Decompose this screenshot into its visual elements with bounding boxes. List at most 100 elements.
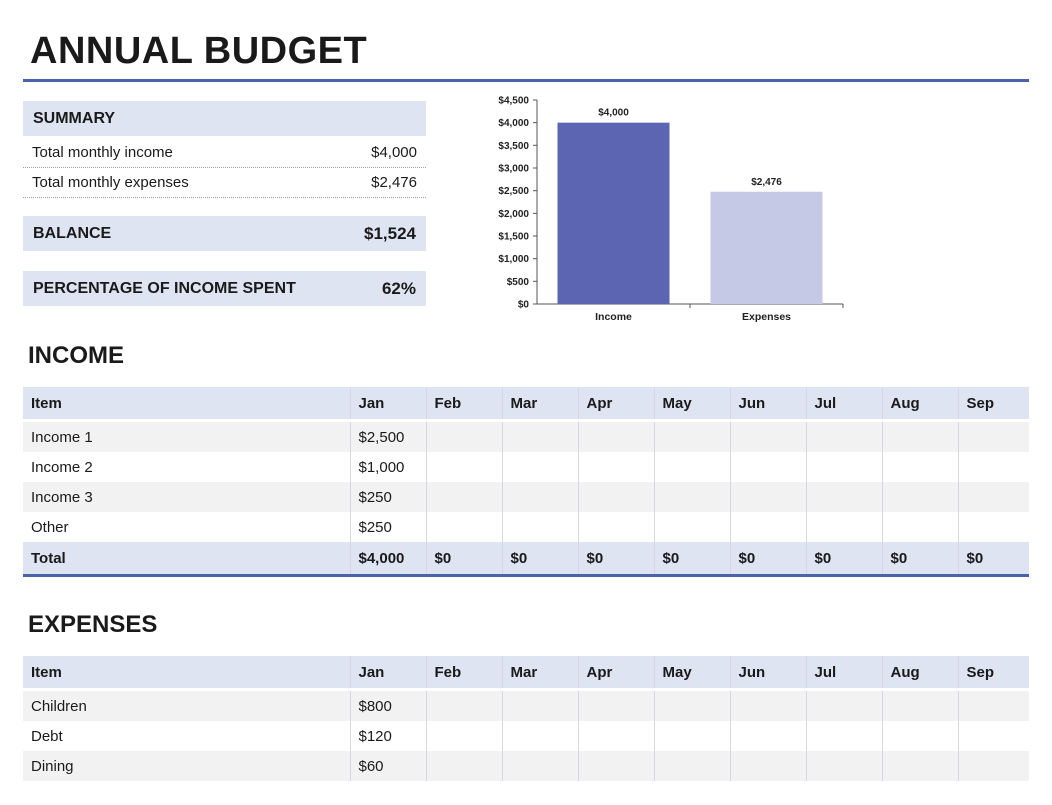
y-tick-label: $4,000	[498, 118, 529, 129]
income-cell[interactable]	[653, 482, 730, 512]
expenses-cell[interactable]	[425, 721, 502, 751]
income-cell[interactable]: Income 3	[23, 482, 350, 512]
x-tick-label: Expenses	[742, 311, 791, 323]
income-cell[interactable]	[881, 452, 958, 482]
income-row: Income 2 $1,000	[23, 452, 1029, 482]
income-cell[interactable]	[729, 422, 806, 452]
income-cell[interactable]	[881, 512, 958, 542]
income-cell[interactable]	[729, 482, 806, 512]
income-heading: INCOME	[28, 342, 124, 369]
expenses-cell[interactable]	[501, 691, 578, 721]
income-cell[interactable]	[577, 482, 654, 512]
income-cell[interactable]: $2,500	[349, 422, 426, 452]
y-tick-label: $2,500	[498, 186, 529, 197]
row-spacer	[23, 419, 1029, 422]
income-cell[interactable]: Other	[23, 512, 350, 542]
expenses-cell[interactable]	[729, 691, 806, 721]
income-total-cell: $0	[957, 542, 1029, 577]
income-total-cell: $0	[577, 542, 654, 577]
expenses-cell[interactable]	[957, 721, 1029, 751]
expenses-col-header: Feb	[425, 656, 502, 688]
expenses-col-header: Mar	[501, 656, 578, 688]
expenses-cell[interactable]	[729, 721, 806, 751]
income-cell[interactable]: Income 1	[23, 422, 350, 452]
expenses-cell[interactable]	[425, 751, 502, 781]
expenses-cell[interactable]	[881, 691, 958, 721]
expenses-cell[interactable]	[653, 691, 730, 721]
expenses-cell[interactable]: $800	[349, 691, 426, 721]
income-cell[interactable]	[577, 452, 654, 482]
expenses-col-header: May	[653, 656, 730, 688]
income-cell[interactable]: $250	[349, 512, 426, 542]
income-cell[interactable]	[653, 422, 730, 452]
expenses-cell[interactable]: $60	[349, 751, 426, 781]
expenses-cell[interactable]	[805, 721, 882, 751]
expenses-cell[interactable]	[729, 751, 806, 781]
expenses-cell[interactable]: Debt	[23, 721, 350, 751]
income-cell[interactable]	[881, 482, 958, 512]
income-total-cell: $0	[653, 542, 730, 577]
income-cell[interactable]	[501, 452, 578, 482]
expenses-cell[interactable]	[653, 721, 730, 751]
income-cell[interactable]	[805, 452, 882, 482]
summary-heading: SUMMARY	[33, 110, 116, 127]
expenses-cell[interactable]	[805, 691, 882, 721]
expenses-cell[interactable]	[957, 751, 1029, 781]
bar-income	[557, 122, 670, 305]
income-cell[interactable]	[957, 512, 1029, 542]
income-cell[interactable]	[577, 512, 654, 542]
expenses-cell[interactable]: $120	[349, 721, 426, 751]
data-label: $2,476	[751, 177, 782, 188]
income-cell[interactable]	[957, 452, 1029, 482]
income-cell[interactable]: Income 2	[23, 452, 350, 482]
income-cell[interactable]	[501, 482, 578, 512]
income-cell[interactable]	[425, 512, 502, 542]
income-total-cell: $4,000	[349, 542, 426, 577]
income-cell[interactable]	[957, 482, 1029, 512]
income-col-header: Feb	[425, 387, 502, 419]
income-cell[interactable]	[957, 422, 1029, 452]
income-cell[interactable]	[653, 452, 730, 482]
expenses-cell[interactable]	[881, 751, 958, 781]
row-spacer-cell	[23, 688, 1029, 691]
expenses-cell[interactable]	[653, 751, 730, 781]
expenses-cell[interactable]	[501, 721, 578, 751]
income-cell[interactable]	[425, 482, 502, 512]
expenses-cell[interactable]	[957, 691, 1029, 721]
income-total-cell: $0	[805, 542, 882, 577]
income-cell[interactable]	[501, 422, 578, 452]
expenses-row: Dining $60	[23, 751, 1029, 781]
expenses-cell[interactable]	[577, 691, 654, 721]
income-cell[interactable]	[425, 422, 502, 452]
income-col-header: Jul	[805, 387, 882, 419]
income-cell[interactable]	[577, 422, 654, 452]
summary-expenses-label: Total monthly expenses	[32, 174, 189, 191]
income-cell[interactable]	[805, 512, 882, 542]
income-cell[interactable]: $250	[349, 482, 426, 512]
income-cell[interactable]	[805, 422, 882, 452]
expenses-cell[interactable]	[501, 751, 578, 781]
income-cell[interactable]	[729, 512, 806, 542]
expenses-cell[interactable]	[805, 751, 882, 781]
income-cell[interactable]	[501, 512, 578, 542]
expenses-cell[interactable]: Children	[23, 691, 350, 721]
expenses-cell[interactable]	[577, 751, 654, 781]
income-cell[interactable]	[881, 422, 958, 452]
summary-expenses-value: $2,476	[371, 174, 417, 191]
y-tick-label: $3,000	[498, 164, 529, 175]
expenses-cell[interactable]: Dining	[23, 751, 350, 781]
expenses-cell[interactable]	[425, 691, 502, 721]
expenses-cell[interactable]	[881, 721, 958, 751]
balance-row: BALANCE $1,524	[23, 216, 426, 251]
balance-label: BALANCE	[33, 225, 112, 242]
expenses-col-header: Jun	[729, 656, 806, 688]
summary-income-label: Total monthly income	[32, 144, 173, 161]
income-cell[interactable]	[653, 512, 730, 542]
expenses-table: Item Jan Feb Mar Apr May Jun Jul Aug Sep Children…	[23, 656, 1029, 781]
income-cell[interactable]	[729, 452, 806, 482]
income-cell[interactable]: $1,000	[349, 452, 426, 482]
y-tick-label: $3,500	[498, 141, 529, 152]
expenses-cell[interactable]	[577, 721, 654, 751]
income-cell[interactable]	[425, 452, 502, 482]
income-cell[interactable]	[805, 482, 882, 512]
